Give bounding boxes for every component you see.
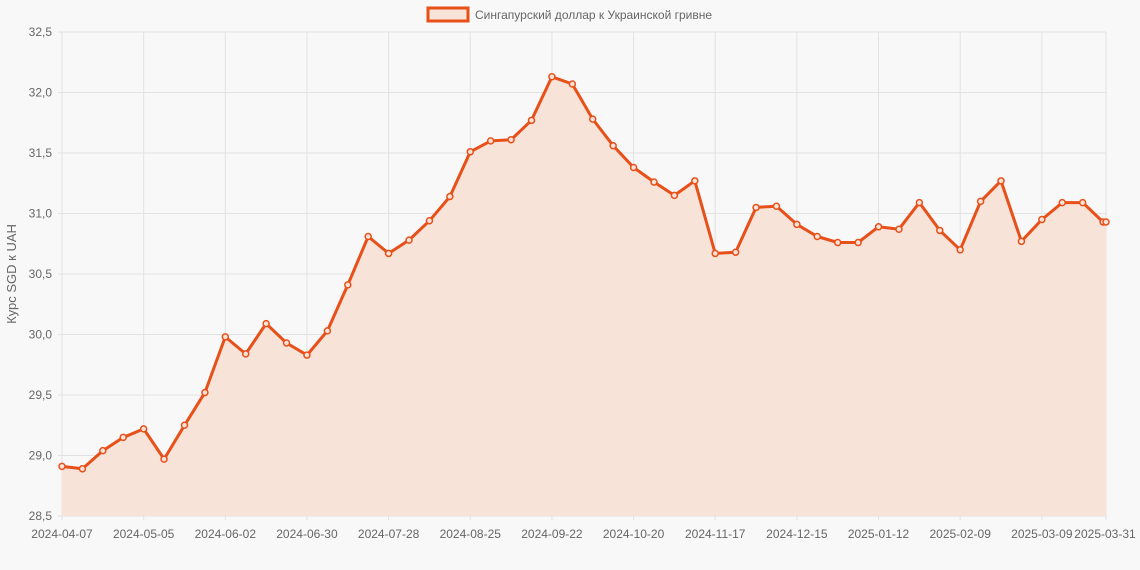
data-point[interactable] xyxy=(241,350,250,358)
y-tick-label: 28,5 xyxy=(29,509,53,523)
data-point[interactable] xyxy=(425,217,434,225)
data-point[interactable] xyxy=(731,248,740,256)
data-point[interactable] xyxy=(854,238,862,247)
y-tick-label: 30,0 xyxy=(29,328,53,342)
y-tick-label: 30,5 xyxy=(29,267,53,281)
data-point[interactable] xyxy=(78,465,87,473)
data-point[interactable] xyxy=(384,249,393,258)
x-tick-label: 2025-03-09 xyxy=(1011,527,1073,541)
data-point[interactable] xyxy=(1078,198,1087,207)
x-tick-label: 2025-02-09 xyxy=(929,527,991,541)
data-point[interactable] xyxy=(772,202,781,210)
data-point[interactable] xyxy=(548,73,556,81)
data-point[interactable] xyxy=(1038,215,1046,224)
x-tick-label: 2024-10-20 xyxy=(603,527,665,541)
y-axis-ticks: 28,5 29,0 29,5 30,0 30,5 31,0 31,5 32,0 32,5 xyxy=(29,25,53,523)
data-point[interactable] xyxy=(323,327,332,335)
data-point[interactable] xyxy=(976,197,985,206)
y-tick-label: 29,5 xyxy=(29,388,53,402)
y-tick-label: 32,0 xyxy=(29,86,53,100)
x-tick-label: 2024-12-15 xyxy=(766,527,828,541)
data-point[interactable] xyxy=(303,351,311,359)
data-point[interactable] xyxy=(201,388,209,397)
x-tick-label: 2024-06-02 xyxy=(195,527,257,541)
area-path xyxy=(62,76,1106,517)
x-tick-label: 2025-03-31 xyxy=(1074,527,1136,541)
data-point[interactable] xyxy=(629,163,638,172)
x-tick-label: 2024-04-07 xyxy=(31,527,93,541)
data-point[interactable] xyxy=(466,148,475,156)
x-tick-label: 2024-09-22 xyxy=(521,527,583,541)
data-point[interactable] xyxy=(997,177,1005,185)
x-tick-label: 2024-07-28 xyxy=(358,527,420,541)
data-point[interactable] xyxy=(670,191,679,200)
x-tick-label: 2024-05-05 xyxy=(113,527,175,541)
data-point[interactable] xyxy=(609,141,617,150)
data-point[interactable] xyxy=(956,246,964,254)
data-point[interactable] xyxy=(405,236,413,244)
x-axis-ticks: 2024-04-07 2024-05-05 2024-06-02 2024-06-30… xyxy=(31,527,1136,541)
data-point[interactable] xyxy=(568,80,577,88)
y-tick-label: 29,0 xyxy=(29,449,53,463)
data-point[interactable] xyxy=(711,249,719,258)
y-axis-title: Курс SGD к UAH xyxy=(4,224,19,324)
y-tick-label: 31,0 xyxy=(29,207,53,221)
area-fill xyxy=(62,76,1106,517)
data-point[interactable] xyxy=(588,115,597,123)
x-tick-label: 2024-11-17 xyxy=(685,527,746,541)
y-tick-label: 31,5 xyxy=(29,146,53,160)
data-point[interactable] xyxy=(895,225,903,233)
data-point[interactable] xyxy=(691,177,699,185)
data-points xyxy=(58,73,1110,473)
data-point[interactable] xyxy=(180,421,189,429)
data-point[interactable] xyxy=(160,455,168,463)
x-tick-label: 2025-01-12 xyxy=(848,527,910,541)
y-tick-label: 32,5 xyxy=(29,25,53,39)
data-point[interactable] xyxy=(752,203,760,212)
data-point[interactable] xyxy=(139,425,148,433)
data-point[interactable] xyxy=(344,281,352,289)
data-point[interactable] xyxy=(936,226,944,235)
data-point[interactable] xyxy=(99,446,107,455)
data-point[interactable] xyxy=(813,232,822,241)
data-point[interactable] xyxy=(507,135,515,144)
data-point[interactable] xyxy=(1017,237,1026,246)
data-point[interactable] xyxy=(446,192,454,201)
data-point[interactable] xyxy=(262,319,270,328)
x-tick-label: 2024-06-30 xyxy=(276,527,338,541)
data-point[interactable] xyxy=(119,433,127,442)
data-point[interactable] xyxy=(364,232,372,241)
data-point[interactable] xyxy=(1102,218,1110,226)
data-point[interactable] xyxy=(915,198,924,207)
data-point[interactable] xyxy=(1058,198,1067,207)
data-point[interactable] xyxy=(874,223,883,231)
legend[interactable]: Сингапурский доллар к Украинской гривне xyxy=(426,6,712,23)
data-point[interactable] xyxy=(282,339,291,347)
legend-swatch[interactable] xyxy=(426,6,470,23)
data-point[interactable] xyxy=(527,116,536,125)
data-point[interactable] xyxy=(833,238,842,247)
x-tick-label: 2024-08-25 xyxy=(440,527,502,541)
data-point[interactable] xyxy=(58,462,66,471)
data-point[interactable] xyxy=(221,333,230,341)
legend-label[interactable]: Сингапурский доллар к Украинской гривне xyxy=(475,8,712,22)
data-point[interactable] xyxy=(486,137,495,145)
data-point[interactable] xyxy=(650,178,658,186)
data-point[interactable] xyxy=(793,220,801,229)
